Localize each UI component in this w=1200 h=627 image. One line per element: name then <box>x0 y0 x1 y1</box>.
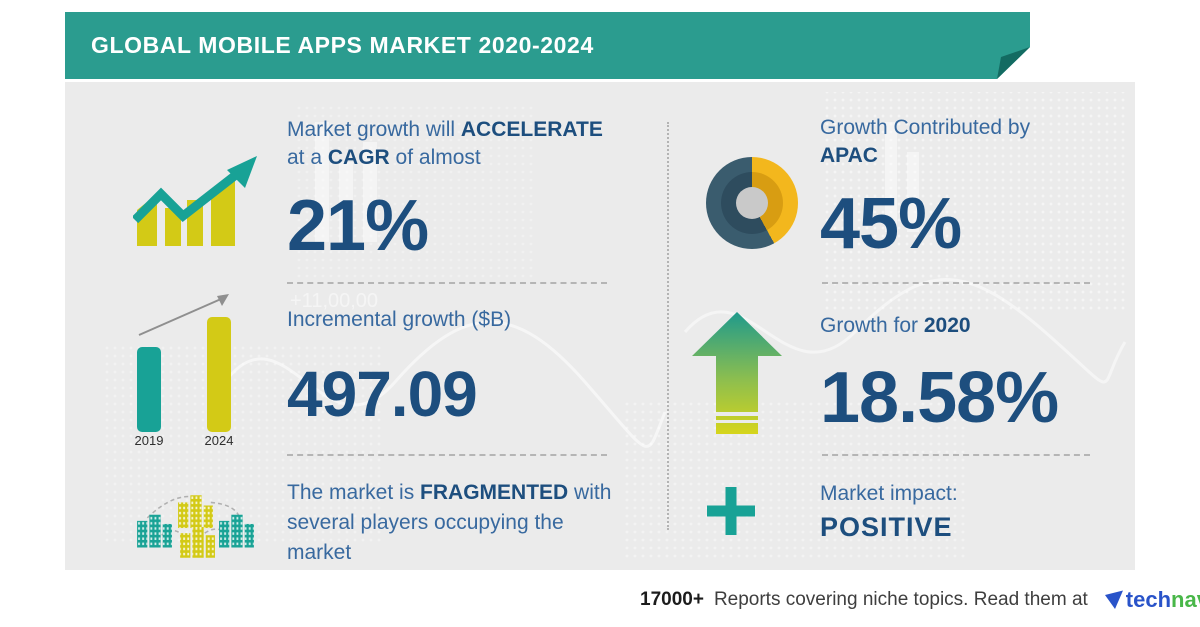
cagr-value: 21% <box>287 186 429 266</box>
fragmentation-caption: The market is FRAGMENTED with several pl… <box>287 478 632 568</box>
bar-label-2024: 2024 <box>204 433 234 448</box>
growth2020-value: 18.58% <box>820 358 1059 438</box>
growth-arrow-icon <box>692 312 782 434</box>
technavio-logo-icon <box>1104 590 1123 609</box>
cagr-caption: Market growth will ACCELERATE at a CAGR … <box>287 116 637 172</box>
donut-chart-icon <box>706 157 798 249</box>
apac-caption: Growth Contributed by APAC <box>820 114 1030 170</box>
impact-value: POSITIVE <box>820 512 953 542</box>
brand-tech: tech <box>1125 587 1172 612</box>
footer: 17000+ Reports covering niche topics. Re… <box>640 587 1200 613</box>
apac-value: 45% <box>820 184 962 264</box>
fragmentation-pre: The market is <box>287 481 421 504</box>
growth2020-label: Growth for <box>820 314 924 337</box>
fragmentation-bold: FRAGMENTED <box>420 481 569 504</box>
ribbon-shape-icon <box>65 12 1030 79</box>
trend-up-chart-icon <box>133 156 257 246</box>
background-texture: +11,00,00 <box>105 92 1127 562</box>
donut-center <box>736 187 768 219</box>
cagr-caption-text: Market growth will <box>287 118 461 141</box>
fragmentation-rest: with several players occupying the marke… <box>287 481 612 564</box>
brand-navio: navio <box>1171 587 1200 612</box>
separator-left-2 <box>287 454 607 456</box>
incremental-label: Incremental growth ($B) <box>287 308 512 331</box>
page-title: GLOBAL MOBILE APPS MARKET 2020-2024 <box>91 32 594 58</box>
content-panel: +11,00,00 <box>65 82 1135 570</box>
growth2020-caption: Growth for 2020 <box>820 312 971 340</box>
reports-count: 17000+ <box>640 589 704 610</box>
fragmented-market-icon <box>137 495 254 558</box>
incremental-value: 497.09 <box>287 358 478 430</box>
apac-caption-text: Growth Contributed by <box>820 116 1031 139</box>
separator-left-1 <box>287 282 607 284</box>
footer-note: Reports covering niche topics. Read them… <box>713 589 1088 610</box>
technavio-logo[interactable]: technavio™ <box>1104 587 1200 613</box>
cagr-caption-ofalmost: of almost <box>389 146 481 169</box>
svg-text:+11,00,00: +11,00,00 <box>290 290 378 312</box>
column-divider <box>667 122 669 530</box>
separator-right-1 <box>822 282 1090 284</box>
header-ribbon: GLOBAL MOBILE APPS MARKET 2020-2024 <box>65 12 1030 79</box>
separator-right-2 <box>822 454 1090 456</box>
impact-label: Market impact: <box>820 482 958 505</box>
growth2020-year: 2020 <box>923 314 971 337</box>
bar-label-2019: 2019 <box>134 433 164 448</box>
cagr-caption-accelerate: ACCELERATE <box>460 118 603 141</box>
apac-region: APAC <box>820 144 878 167</box>
cagr-caption-cagr: CAGR <box>327 146 390 169</box>
cagr-caption-ata: at a <box>287 146 328 169</box>
plus-icon <box>707 487 755 535</box>
bar-comparison-icon <box>137 294 231 432</box>
